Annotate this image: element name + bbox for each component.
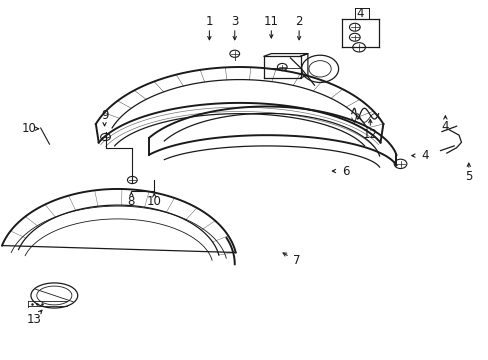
Text: 12: 12 (362, 128, 377, 141)
Text: 6: 6 (342, 165, 349, 177)
Text: 7: 7 (292, 254, 300, 267)
Text: 2: 2 (295, 15, 302, 28)
Text: 13: 13 (26, 312, 41, 326)
Text: 5: 5 (464, 170, 471, 183)
Text: 4: 4 (441, 121, 448, 134)
Text: 3: 3 (231, 15, 238, 28)
Text: 9: 9 (101, 109, 108, 122)
Text: 4: 4 (420, 149, 428, 162)
Text: 1: 1 (205, 15, 213, 28)
Text: 10: 10 (21, 122, 36, 135)
Text: 11: 11 (264, 15, 278, 28)
Text: 8: 8 (127, 195, 135, 208)
Text: 4: 4 (356, 7, 364, 20)
Text: 10: 10 (146, 195, 162, 208)
